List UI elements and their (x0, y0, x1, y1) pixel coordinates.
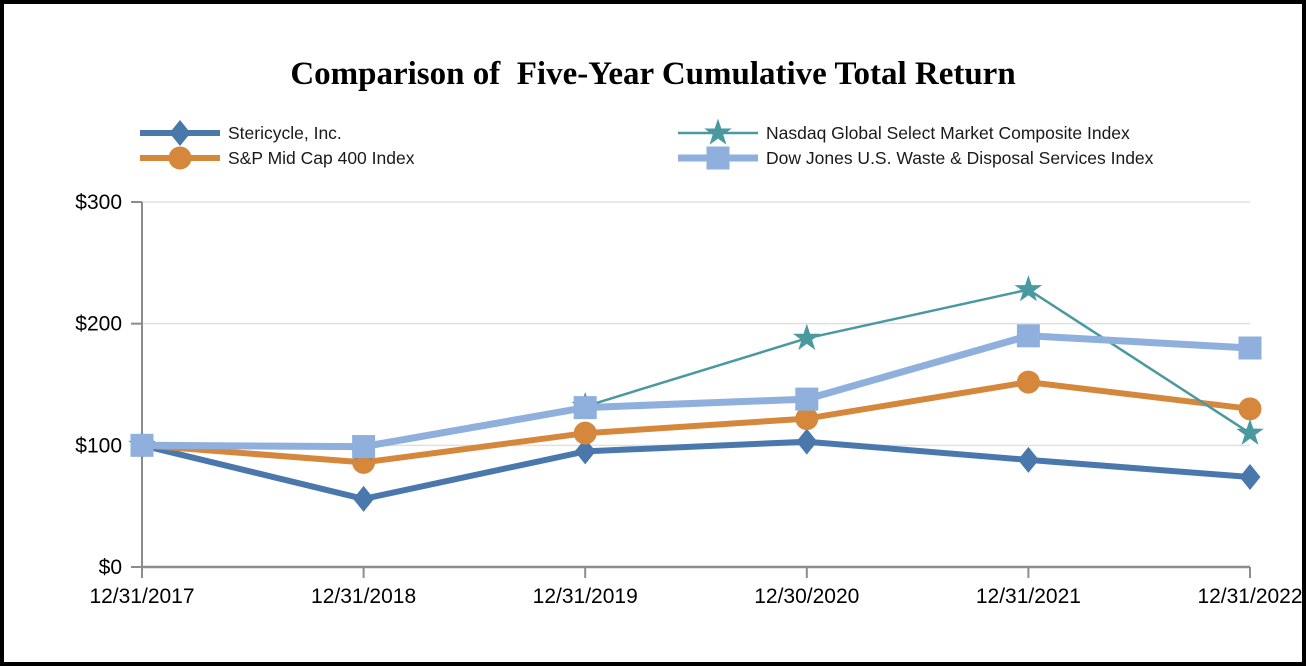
legend-swatch-square (678, 146, 758, 170)
x-tick-label: 12/31/2018 (311, 585, 416, 608)
data-point-marker-square (1238, 336, 1262, 360)
y-tick-label: $100 (75, 434, 122, 457)
data-point-marker-diamond (353, 485, 375, 512)
data-point-marker-star (1236, 418, 1264, 445)
data-point-marker-circle (168, 146, 192, 170)
legend-label: Nasdaq Global Select Market Composite In… (766, 122, 1130, 143)
legend-item-nasdaq-global-select-market-composite-index: Nasdaq Global Select Market Composite In… (677, 119, 1130, 146)
chart-title: Comparison of Five-Year Cumulative Total… (290, 56, 1016, 92)
data-point-marker-square (1016, 324, 1040, 348)
data-point-marker-square (352, 435, 376, 459)
x-tick-label: 12/30/2020 (754, 585, 859, 608)
series-dow-jones-u-s-waste-disposal-services-index (130, 324, 1262, 459)
series-nasdaq-global-select-market-composite-index (128, 275, 1264, 461)
data-point-marker-diamond (1239, 463, 1261, 490)
data-point-marker-square (130, 433, 154, 457)
x-tick-label: 12/31/2021 (976, 585, 1081, 608)
y-tick-label: $0 (99, 556, 122, 579)
legend-item-s-p-mid-cap-400-index: S&P Mid Cap 400 Index (139, 145, 414, 171)
line-chart-plot: $0 $100 $200 $300 12/31/2017 12/31/2018 12/31/… (75, 191, 1302, 608)
data-point-marker-circle (795, 407, 819, 431)
data-point-marker-star (704, 119, 732, 145)
data-point-marker-diamond (1017, 446, 1039, 473)
data-point-marker-square (706, 146, 730, 170)
legend-swatch-diamond (140, 120, 220, 146)
x-tick-label: 12/31/2017 (89, 585, 194, 608)
data-point-marker-square (573, 396, 597, 420)
legend-swatch-circle (140, 146, 220, 170)
y-tick-label: $300 (75, 191, 122, 214)
series-line (138, 332, 1254, 451)
data-point-marker-star (1014, 275, 1043, 302)
y-tick-label: $200 (75, 313, 122, 336)
chart-legend: Stericycle, Inc. Nasdaq Global Select Mar… (4, 119, 1302, 176)
legend-item-stericycle-inc: Stericycle, Inc. (139, 120, 342, 146)
data-point-marker-diamond (169, 120, 191, 146)
legend-swatch-star (678, 119, 758, 145)
data-point-marker-star (793, 323, 821, 350)
data-point-marker-circle (573, 421, 597, 445)
data-point-marker-square (795, 387, 819, 411)
series-line (139, 438, 1253, 502)
series-s-p-mid-cap-400-index (130, 370, 1262, 474)
legend-label: Stericycle, Inc. (228, 122, 342, 143)
series-stericycle-inc (131, 428, 1261, 512)
data-point-marker-circle (1238, 397, 1262, 421)
data-point-marker-diamond (796, 428, 818, 455)
data-point-marker-circle (1016, 370, 1040, 394)
data-point-marker-diamond (574, 438, 596, 465)
legend-item-dow-jones-u-s-waste-disposal-services-index: Dow Jones U.S. Waste & Disposal Services… (677, 145, 1153, 171)
series-line (139, 379, 1253, 466)
legend-label: S&P Mid Cap 400 Index (228, 147, 415, 168)
x-tick-label: 12/31/2019 (533, 585, 638, 608)
x-tick-label: 12/31/2022 (1197, 585, 1302, 608)
legend-label: Dow Jones U.S. Waste & Disposal Services… (766, 147, 1154, 168)
